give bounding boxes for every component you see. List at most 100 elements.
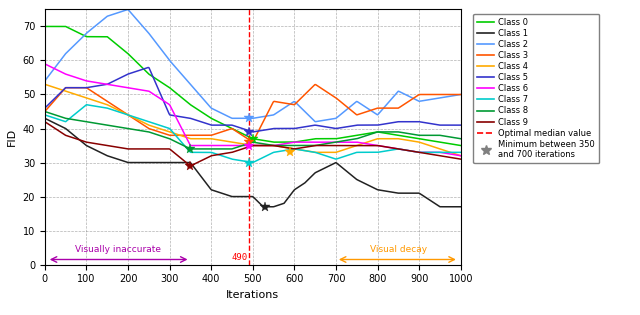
Class 2 (383, 102, 391, 106)
Class 0 (239, 132, 246, 135)
Class 9 (267, 144, 275, 147)
Class 2 (289, 100, 297, 104)
Class 4 (266, 144, 274, 147)
Class 5 (449, 123, 456, 127)
Class 9 (383, 145, 390, 149)
Class 3 (267, 105, 275, 109)
Class 6 (241, 144, 249, 147)
Class 2 (242, 117, 250, 120)
Class 4 (289, 147, 296, 151)
Class 6 (41, 62, 49, 66)
Class 3 (248, 140, 256, 144)
Line: Class 7: Class 7 (45, 105, 461, 163)
Class 2 (457, 93, 465, 96)
Line: Class 2: Class 2 (45, 10, 461, 122)
Class 8 (289, 144, 297, 147)
Class 9 (457, 157, 465, 161)
Class 6 (447, 152, 454, 156)
Class 8 (239, 143, 247, 147)
Class 3 (311, 83, 319, 87)
Class 0 (289, 140, 296, 144)
Class 7 (239, 159, 247, 163)
Class 4 (382, 137, 390, 140)
Class 2 (239, 117, 247, 120)
Class 7 (290, 147, 298, 151)
Text: Visual decay: Visual decay (370, 245, 427, 255)
Class 4 (457, 154, 465, 158)
Class 9 (239, 147, 247, 151)
Class 9 (448, 156, 456, 159)
Class 5 (242, 128, 250, 131)
Class 8 (457, 137, 465, 140)
Class 1 (241, 195, 249, 198)
Legend: Class 0, Class 1, Class 2, Class 3, Class 4, Class 5, Class 6, Class 7, Class 8,: Class 0, Class 1, Class 2, Class 3, Clas… (474, 14, 599, 163)
Line: Class 0: Class 0 (45, 26, 461, 146)
Class 7 (83, 103, 90, 106)
Class 0 (447, 142, 454, 146)
Class 0 (241, 133, 249, 137)
Class 9 (41, 120, 49, 123)
Class 2 (267, 113, 275, 117)
Class 7 (248, 161, 256, 164)
Class 6 (289, 140, 296, 144)
Line: Class 8: Class 8 (45, 112, 461, 149)
Class 0 (382, 131, 390, 135)
Class 3 (41, 110, 49, 113)
Class 8 (41, 110, 49, 113)
Class 6 (266, 144, 274, 147)
Class 5 (383, 122, 391, 125)
Class 6 (239, 144, 246, 147)
Class 7 (449, 151, 456, 154)
Class 3 (383, 106, 391, 110)
Class 1 (457, 205, 465, 209)
Class 2 (449, 94, 456, 98)
Class 1 (259, 205, 267, 209)
Class 8 (242, 143, 250, 146)
Class 0 (41, 25, 49, 28)
Class 7 (268, 152, 275, 155)
Class 7 (41, 113, 49, 117)
Class 1 (267, 205, 275, 209)
Class 5 (250, 130, 257, 134)
Class 7 (242, 159, 250, 163)
Class 4 (239, 142, 246, 146)
Line: Class 4: Class 4 (45, 84, 461, 156)
Class 5 (457, 123, 465, 127)
Class 8 (267, 143, 275, 147)
Class 5 (41, 106, 49, 110)
Line: Class 6: Class 6 (45, 64, 461, 156)
Class 4 (41, 83, 49, 86)
Class 8 (187, 147, 195, 151)
Class 2 (41, 79, 49, 83)
Class 9 (289, 147, 297, 151)
Y-axis label: FID: FID (7, 128, 17, 146)
Line: Class 1: Class 1 (45, 118, 461, 207)
Class 6 (457, 154, 465, 158)
Class 3 (241, 135, 249, 139)
Class 1 (289, 189, 297, 193)
Class 1 (41, 117, 49, 120)
Class 9 (187, 164, 195, 168)
Class 3 (289, 103, 297, 106)
Class 8 (383, 130, 390, 134)
Line: Class 9: Class 9 (45, 122, 461, 166)
Class 5 (239, 127, 247, 131)
Class 3 (239, 134, 246, 137)
Class 0 (457, 144, 465, 147)
Class 5 (145, 66, 152, 69)
Class 1 (448, 205, 456, 209)
Class 6 (382, 145, 390, 149)
Class 5 (268, 127, 275, 131)
Class 3 (457, 93, 465, 96)
Class 1 (383, 189, 390, 193)
X-axis label: Iterations: Iterations (226, 290, 280, 300)
Class 1 (239, 195, 246, 198)
Line: Class 3: Class 3 (45, 85, 461, 142)
Text: Visually inaccurate: Visually inaccurate (75, 245, 161, 255)
Class 5 (290, 127, 298, 130)
Line: Class 5: Class 5 (45, 67, 461, 132)
Class 3 (449, 93, 456, 96)
Class 4 (241, 142, 249, 146)
Class 7 (383, 149, 391, 152)
Class 9 (242, 146, 250, 150)
